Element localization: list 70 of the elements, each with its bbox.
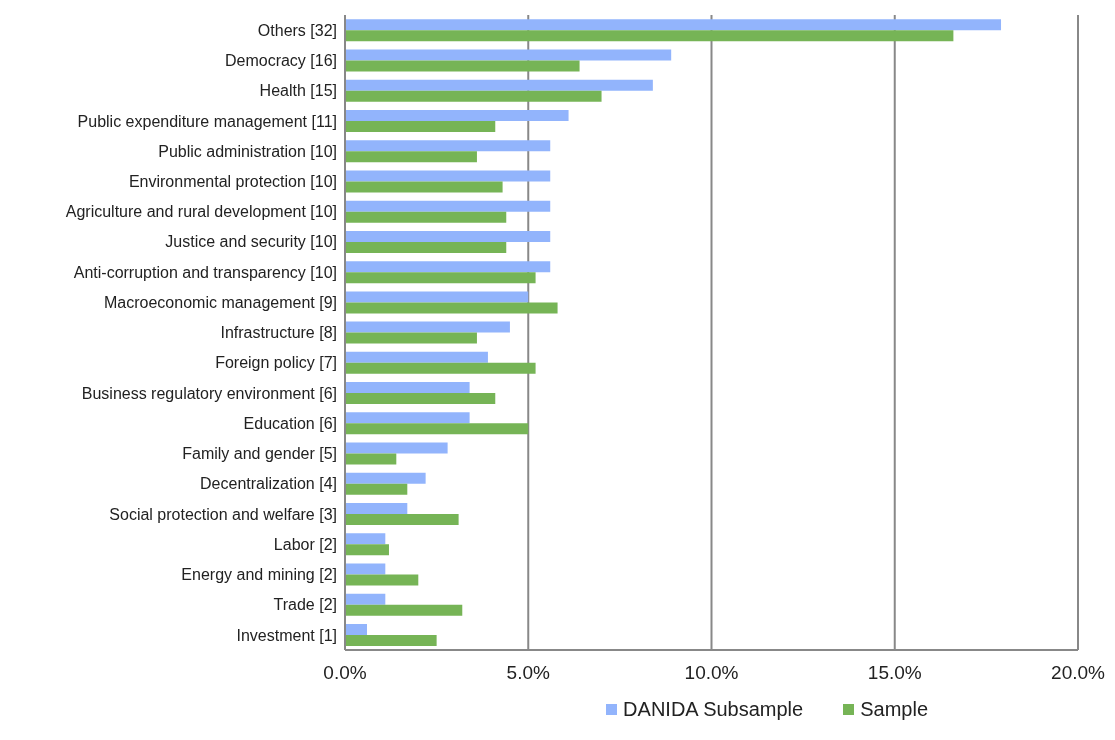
y-tick-label: Investment [1] (236, 626, 337, 644)
bar (345, 120, 496, 132)
x-tick-label: 10.0% (684, 662, 739, 684)
bar (345, 60, 580, 72)
bar (345, 563, 386, 575)
y-tick-label: Agriculture and rural development [10] (65, 203, 337, 221)
y-tick-label: Justice and security [10] (165, 233, 337, 251)
bar (345, 472, 426, 484)
x-tick-label: 15.0% (867, 662, 922, 684)
bar (345, 30, 954, 42)
bar (345, 503, 408, 515)
y-tick-label: Family and gender [5] (182, 445, 337, 463)
bar (345, 302, 558, 314)
bar (345, 261, 551, 273)
x-tick-label: 5.0% (506, 662, 551, 684)
bar (345, 423, 529, 435)
y-tick-label: Macroeconomic management [9] (104, 293, 337, 311)
y-tick-label: Trade [2] (273, 596, 337, 614)
bar (345, 181, 503, 193)
y-tick-label: Environmental protection [10] (128, 172, 337, 190)
y-tick-label: Social protection and welfare [3] (109, 505, 337, 523)
legend-label: Sample (859, 698, 928, 721)
bar (345, 514, 459, 526)
bar (345, 170, 551, 182)
bar (345, 79, 653, 91)
y-tick-label: Labor [2] (273, 535, 337, 553)
bar (345, 332, 477, 344)
bar (345, 362, 536, 374)
y-tick-label: Energy and mining [2] (181, 566, 337, 584)
bar (345, 211, 507, 223)
y-tick-label: Public expenditure management [11] (77, 112, 337, 130)
bar (345, 593, 386, 605)
bar (345, 49, 672, 61)
bar (345, 200, 551, 212)
legend-label: DANIDA Subsample (622, 698, 804, 721)
bar (345, 624, 367, 635)
bar (345, 230, 551, 242)
bar (345, 321, 510, 333)
bar (345, 151, 477, 163)
x-tick-label: 20.0% (1051, 662, 1106, 684)
y-tick-label: Health [15] (259, 82, 337, 100)
bar (345, 533, 386, 545)
y-tick-label: Business regulatory environment [6] (81, 384, 337, 402)
bar (345, 442, 448, 454)
bar (345, 453, 397, 465)
bar (345, 140, 551, 152)
bar (345, 351, 488, 363)
bar (345, 604, 463, 616)
y-tick-label: Public administration [10] (158, 142, 337, 160)
bar (345, 291, 529, 303)
x-tick-label: 0.0% (323, 662, 367, 684)
bar (345, 241, 507, 253)
bar (345, 90, 602, 102)
bar (345, 109, 569, 121)
y-tick-label: Infrastructure [8] (220, 324, 337, 342)
bar (345, 574, 419, 586)
bar (345, 483, 408, 495)
bar (345, 382, 470, 394)
bar (345, 544, 389, 556)
y-tick-label: Democracy [16] (224, 52, 337, 70)
bar (345, 635, 437, 646)
bar (345, 412, 470, 424)
bar (345, 393, 496, 405)
y-tick-label: Foreign policy [7] (215, 354, 337, 372)
y-tick-label: Education [6] (243, 414, 337, 432)
bar (345, 19, 1002, 31)
y-tick-label: Anti-corruption and transparency [10] (73, 263, 337, 281)
y-tick-label: Others [32] (257, 21, 337, 39)
y-tick-label: Decentralization [4] (200, 475, 337, 493)
bar (345, 272, 536, 284)
